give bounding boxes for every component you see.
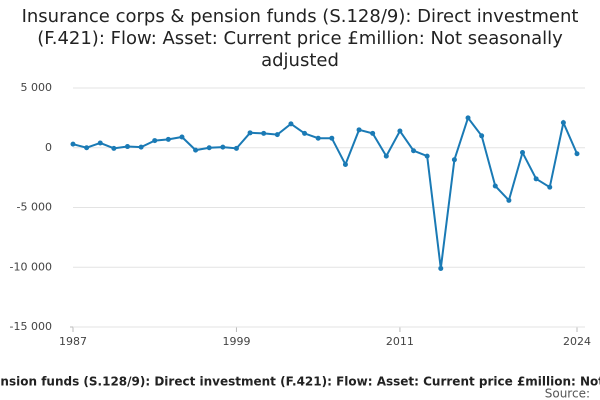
point — [84, 145, 90, 151]
point — [438, 265, 444, 271]
y-tick-label: -15 000 — [10, 320, 52, 333]
point — [329, 135, 335, 141]
point — [356, 127, 362, 133]
x-tick-label: 2011 — [386, 335, 414, 348]
point — [138, 144, 144, 150]
point — [70, 141, 76, 147]
point — [492, 183, 498, 189]
chart-title: Insurance corps & pension funds (S.128/9… — [21, 6, 579, 71]
point — [370, 130, 376, 136]
point — [288, 121, 294, 127]
point — [124, 144, 130, 150]
x-tick-label: 2024 — [563, 335, 591, 348]
point — [383, 153, 389, 159]
point — [342, 161, 348, 167]
point — [547, 184, 553, 190]
point — [479, 133, 485, 139]
legend-title: Insurance corps & pension funds (S.128/9… — [0, 375, 600, 389]
point — [520, 150, 526, 156]
point — [220, 144, 226, 150]
point — [574, 151, 580, 157]
point — [233, 145, 239, 151]
point — [533, 176, 539, 182]
point — [274, 132, 280, 138]
point — [206, 145, 212, 151]
point — [560, 120, 566, 126]
point — [506, 197, 512, 203]
point — [193, 147, 199, 153]
source: Source: — [545, 387, 590, 400]
point — [179, 134, 185, 140]
point — [424, 153, 430, 159]
point — [165, 136, 171, 142]
y-tick-label: -10 000 — [10, 260, 52, 273]
x-tick-label: 1999 — [222, 335, 250, 348]
point — [411, 148, 417, 154]
point — [302, 130, 308, 136]
point — [97, 140, 103, 146]
y-tick-label: 0 — [45, 141, 52, 154]
point — [315, 135, 321, 141]
point — [247, 130, 253, 136]
point — [152, 138, 158, 144]
x-tick-label: 1987 — [59, 335, 87, 348]
point — [111, 145, 117, 151]
y-tick-label: -5 000 — [17, 201, 52, 214]
y-tick-label: 5 000 — [21, 81, 53, 94]
point — [397, 128, 403, 134]
line — [72, 115, 578, 269]
point — [261, 130, 267, 136]
point — [451, 157, 457, 163]
point — [465, 115, 471, 121]
